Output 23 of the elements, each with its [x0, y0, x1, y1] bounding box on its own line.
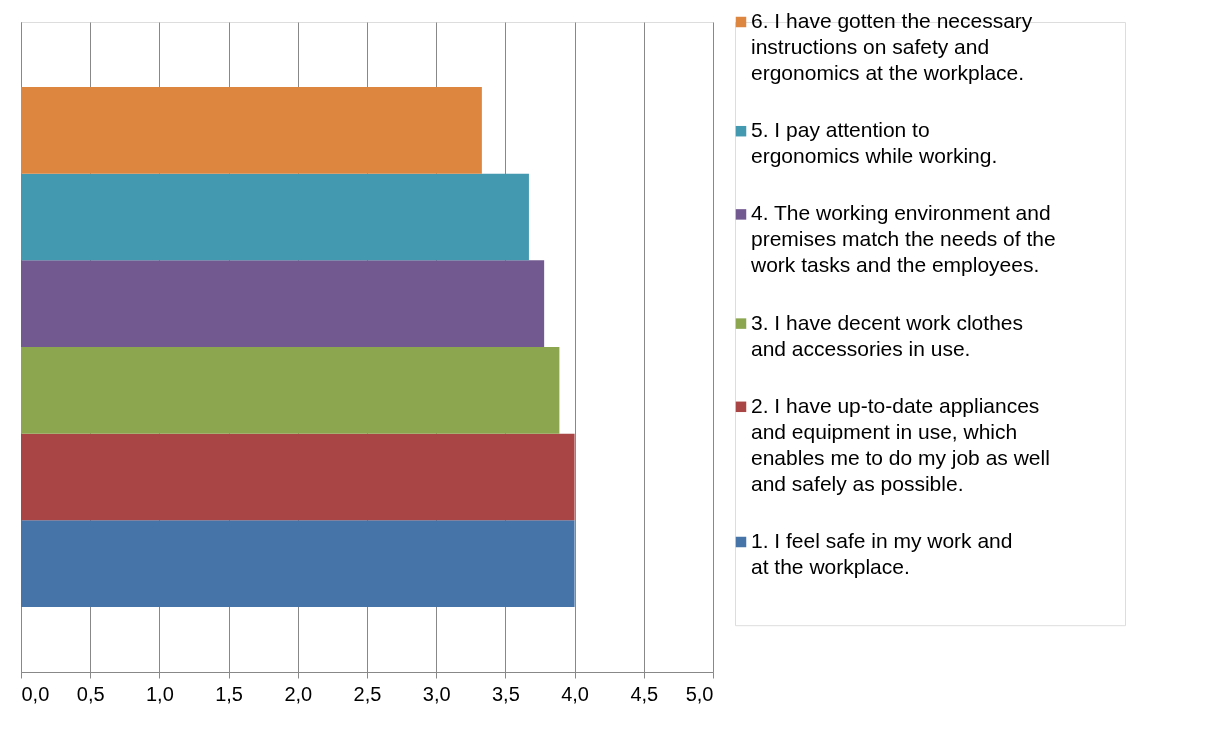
legend-label: 2. I have up-to-date appliances and equipment in use, which enables me to do my job as well and safely as possible.: [751, 393, 1050, 495]
legend-label: 5. I pay attention to ergonomics while working.: [751, 118, 998, 168]
bar: [21, 347, 560, 434]
legend-label: 1. I feel safe in my work and at the workplace.: [751, 529, 1013, 578]
bar: [21, 520, 575, 607]
x-tick-label: 0,5: [76, 682, 105, 705]
legend-label: 4. The working environment and premises match the needs of the work tasks and the employees.: [750, 201, 1056, 277]
x-tick-label: 2,0: [284, 682, 313, 705]
x-tick-label: 3,0: [422, 682, 451, 705]
legend-label: 6. I have gotten the necessary instructions on safety and ergonomics at the workplace.: [751, 9, 1033, 84]
bar: [21, 260, 545, 347]
x-tick-label: 4,5: [630, 682, 659, 705]
x-tick-label: 0,0: [21, 682, 50, 705]
x-tick-label: 3,5: [491, 682, 520, 705]
bar: [21, 433, 575, 521]
x-tick-label: 2,5: [353, 682, 382, 705]
x-tick-label: 1,5: [215, 682, 244, 705]
bar: [21, 87, 482, 174]
x-tick-label: 5,0: [685, 682, 714, 705]
bar: [21, 173, 529, 261]
x-tick-label: 4,0: [561, 682, 590, 705]
x-tick-label: 1,0: [145, 682, 174, 705]
legend-label: 3. I have decent work clothes and accessories in use.: [751, 310, 1023, 360]
